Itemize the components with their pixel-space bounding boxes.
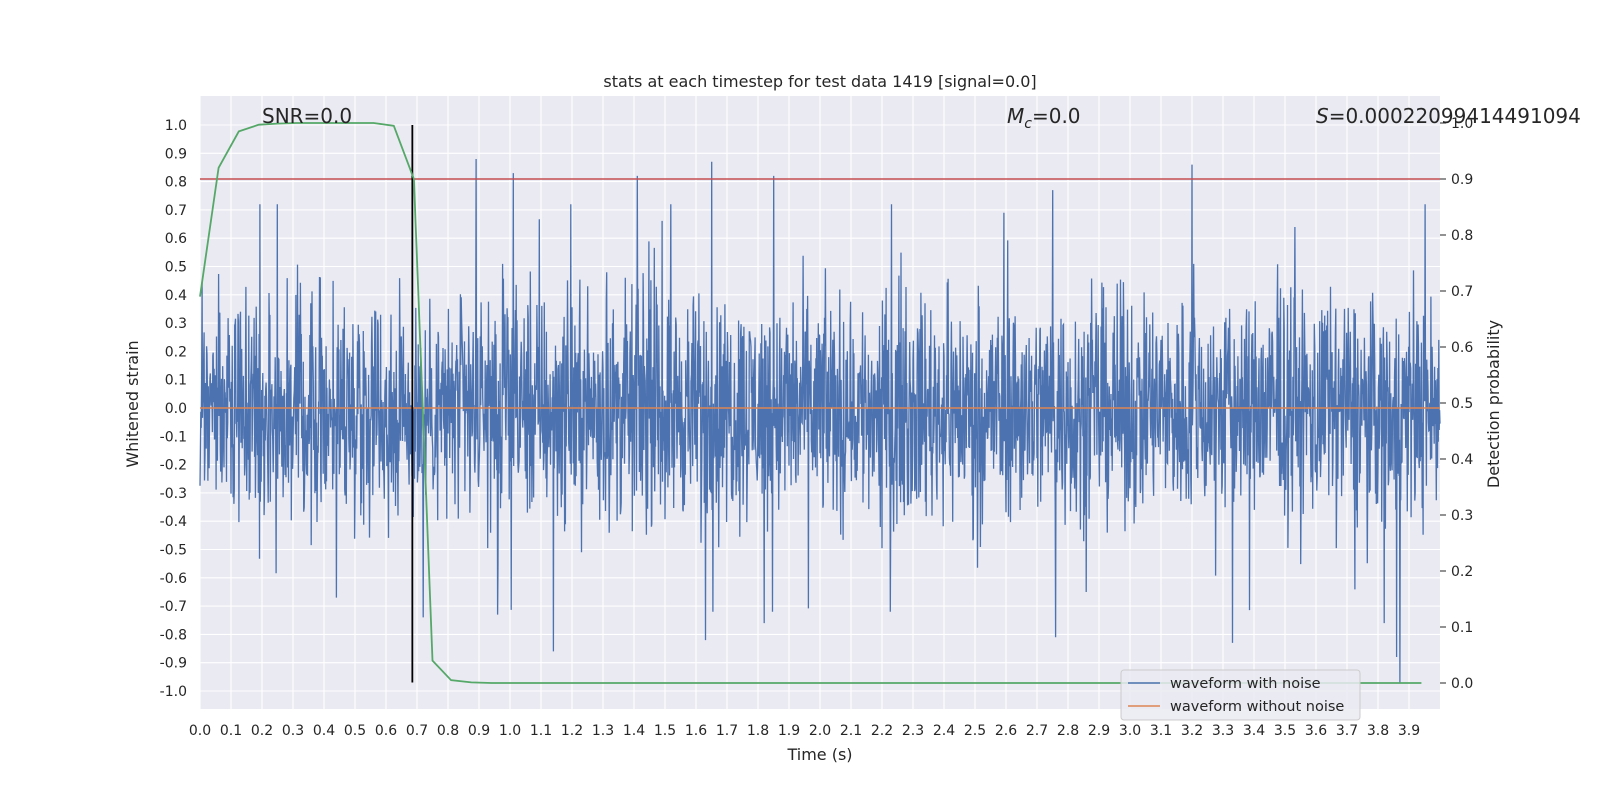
y-tick-label: 0.2 — [165, 344, 187, 360]
x-tick-label: 2.0 — [809, 723, 831, 739]
mc-value: =0.0 — [1032, 104, 1081, 128]
grid — [199, 96, 1440, 709]
y2-tick-label: 0.1 — [1451, 620, 1473, 636]
x-tick-label: 0.8 — [437, 723, 459, 739]
y-tick-label: -0.6 — [160, 571, 187, 587]
x-tick-label: 3.3 — [1212, 723, 1234, 739]
x-tick-label: 1.2 — [561, 723, 583, 739]
x-tick-label: 3.2 — [1181, 723, 1203, 739]
x-tick-label: 2.8 — [1057, 723, 1079, 739]
x-tick-label: 2.7 — [1026, 723, 1048, 739]
snr-annotation: SNR=0.0 — [262, 104, 352, 128]
x-tick-label: 3.5 — [1274, 723, 1296, 739]
y2-tick-label: 0.3 — [1451, 508, 1473, 524]
y-tick-label: -0.4 — [160, 514, 187, 530]
y2-tick-label: 0.7 — [1451, 284, 1473, 300]
chart-title: stats at each timestep for test data 141… — [603, 72, 1036, 91]
x-tick-label: 0.9 — [468, 723, 490, 739]
x-tick-label: 1.1 — [530, 723, 552, 739]
x-tick-label: 0.6 — [375, 723, 397, 739]
x-tick-label: 1.9 — [778, 723, 800, 739]
y2-axis-ticks: 1.0 0.9 0.8 0.7 0.6 0.5 0.4 0.3 0.2 0.1 0.0 — [1440, 116, 1473, 692]
x-tick-label: 2.2 — [871, 723, 893, 739]
x-tick-label: 2.5 — [964, 723, 986, 739]
s-annotation: S=0.00022099414491094 — [1316, 104, 1581, 128]
legend-box — [1120, 669, 1361, 721]
x-tick-label: 3.4 — [1243, 723, 1265, 739]
x-tick-label: 3.1 — [1150, 723, 1172, 739]
legend-label-clean: waveform without noise — [1170, 699, 1344, 715]
x-tick-label: 1.5 — [654, 723, 676, 739]
legend: waveform with noise waveform without noi… — [1120, 669, 1361, 721]
y-tick-label: 0.4 — [165, 288, 187, 304]
y2-tick-label: 0.8 — [1451, 228, 1473, 244]
y2-tick-label: 0.4 — [1451, 452, 1473, 468]
y2-tick-label: 0.0 — [1451, 676, 1473, 692]
y-tick-label: -0.2 — [160, 458, 187, 474]
x-tick-label: 2.3 — [902, 723, 924, 739]
y-tick-label: -0.3 — [160, 486, 187, 502]
mc-symbol: M — [1007, 104, 1024, 128]
x-tick-label: 0.3 — [282, 723, 304, 739]
x-tick-label: 1.6 — [685, 723, 707, 739]
x-tick-label: 0.1 — [220, 723, 242, 739]
x-tick-label: 1.3 — [592, 723, 614, 739]
y2-tick-label: 0.9 — [1451, 172, 1473, 188]
y-tick-label: 0.0 — [165, 401, 187, 417]
y-tick-label: 1.0 — [165, 118, 187, 134]
y-tick-label: -0.8 — [160, 627, 187, 643]
x-tick-label: 3.6 — [1305, 723, 1327, 739]
y2-axis-label: Detection probability — [1484, 320, 1503, 488]
x-tick-label: 2.9 — [1088, 723, 1110, 739]
y-tick-label: 0.5 — [165, 260, 187, 276]
y2-tick-label: 0.2 — [1451, 564, 1473, 580]
x-tick-label: 2.4 — [933, 723, 955, 739]
x-axis-ticks: 0.0 0.1 0.2 0.3 0.4 0.5 0.6 0.7 0.8 0.9 1.0 1.1 1.2 1… — [189, 723, 1420, 739]
y-tick-label: 0.8 — [165, 175, 187, 191]
y2-tick-label: 0.5 — [1451, 396, 1473, 412]
y-tick-label: 0.9 — [165, 146, 187, 162]
x-tick-label: 3.0 — [1119, 723, 1141, 739]
x-tick-label: 0.0 — [189, 723, 211, 739]
x-tick-label: 3.7 — [1336, 723, 1358, 739]
y-tick-label: 0.1 — [165, 373, 187, 389]
y-tick-label: -0.5 — [160, 543, 187, 559]
chirp-mass-annotation: Mc=0.0 — [1007, 104, 1081, 132]
x-tick-label: 1.4 — [623, 723, 645, 739]
y-axis-label: Whitened strain — [123, 340, 142, 467]
y-tick-label: -0.9 — [160, 656, 187, 672]
x-tick-label: 0.7 — [406, 723, 428, 739]
y2-tick-label: 0.6 — [1451, 340, 1473, 356]
s-symbol: S — [1316, 104, 1329, 128]
x-tick-label: 2.1 — [840, 723, 862, 739]
probability-line — [199, 122, 1422, 684]
x-tick-label: 0.4 — [313, 723, 335, 739]
series-detection-probability — [199, 122, 1422, 684]
legend-label-noise: waveform with noise — [1170, 676, 1321, 692]
y-tick-label: 0.3 — [165, 316, 187, 332]
y-axis-ticks: 1.0 0.9 0.8 0.7 0.6 0.5 0.4 0.3 0.2 0.1 0.0 -0.1 -0.… — [160, 118, 187, 700]
x-tick-label: 1.0 — [499, 723, 521, 739]
x-axis-label: Time (s) — [786, 745, 852, 764]
y-tick-label: -1.0 — [160, 684, 187, 700]
y2-tick-label: 1.0 — [1451, 116, 1473, 132]
x-tick-label: 1.8 — [747, 723, 769, 739]
x-tick-label: 2.6 — [995, 723, 1017, 739]
y-tick-label: 0.7 — [165, 203, 187, 219]
noise-waveform-line — [199, 158, 1441, 683]
s-value: =0.00022099414491094 — [1329, 104, 1581, 128]
x-tick-label: 0.5 — [344, 723, 366, 739]
x-tick-label: 3.8 — [1367, 723, 1389, 739]
x-tick-label: 1.7 — [716, 723, 738, 739]
y-tick-label: 0.6 — [165, 231, 187, 247]
x-tick-label: 0.2 — [251, 723, 273, 739]
mc-subscript: c — [1024, 116, 1032, 132]
series-waveform-with-noise — [199, 158, 1441, 683]
y-tick-label: -0.1 — [160, 429, 187, 445]
x-tick-label: 3.9 — [1398, 723, 1420, 739]
y-tick-label: -0.7 — [160, 599, 187, 615]
